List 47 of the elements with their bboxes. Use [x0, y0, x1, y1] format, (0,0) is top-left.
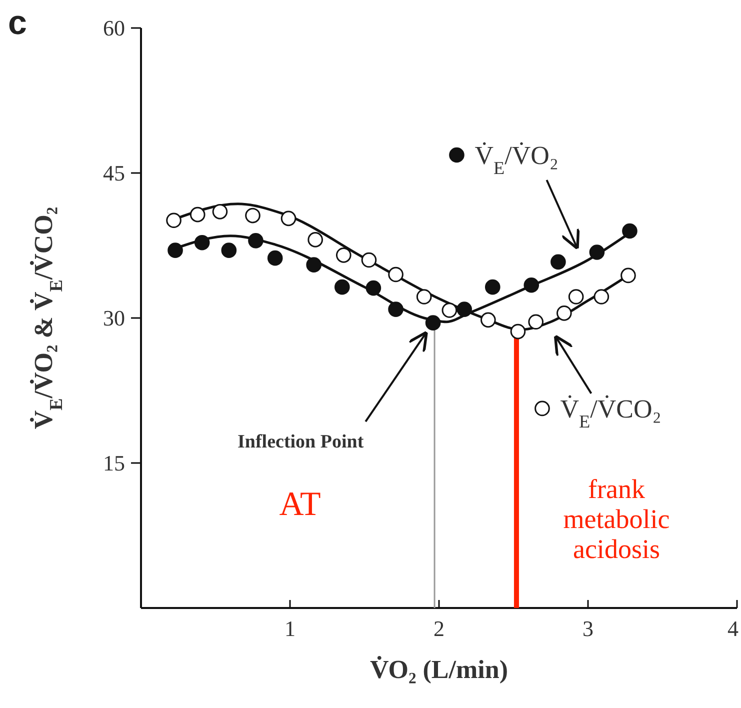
point — [267, 250, 283, 266]
point — [620, 268, 636, 284]
point — [245, 208, 260, 224]
y-tick-label: 15 — [103, 450, 125, 476]
point — [336, 248, 352, 263]
x-tick-label: 1 — [284, 616, 296, 641]
ref-line-label: frank metabolic acidosis — [563, 474, 670, 564]
point — [280, 210, 296, 226]
point — [556, 306, 572, 321]
x-tick-label: 3 — [582, 616, 594, 641]
y-tick-label: 30 — [103, 306, 125, 331]
y-tick-label: 60 — [103, 16, 125, 41]
point — [221, 242, 237, 258]
point — [622, 223, 638, 239]
annotation: Inflection Point — [238, 432, 364, 453]
point — [510, 324, 526, 340]
point — [166, 212, 182, 228]
point — [190, 206, 206, 222]
point — [334, 279, 350, 295]
point — [416, 289, 432, 304]
legend-label: V̇$_{E}$/V̇O₂ — [474, 141, 558, 178]
point — [484, 279, 500, 295]
point — [528, 314, 544, 330]
text: c — [8, 4, 27, 42]
point — [456, 302, 472, 317]
point — [361, 252, 377, 268]
point — [524, 277, 540, 293]
x-tick-label: 2 — [434, 616, 444, 641]
y-tick-label: 45 — [103, 160, 125, 186]
point — [568, 289, 584, 304]
point — [248, 233, 264, 248]
point — [425, 315, 441, 330]
annotation: AT — [279, 486, 322, 523]
point — [168, 242, 183, 258]
point — [388, 266, 404, 282]
point — [589, 244, 605, 260]
x-tick-label: 4 — [728, 616, 738, 641]
point — [366, 280, 382, 296]
point — [308, 232, 323, 248]
point — [550, 254, 566, 270]
legend-label: V̇$_{E}$/V̇CO₂ — [560, 394, 662, 432]
point — [306, 257, 322, 272]
x-axis-title: V̇O₂ (L/min) — [370, 654, 508, 684]
point — [194, 234, 210, 250]
point — [594, 289, 610, 304]
point — [480, 312, 496, 328]
point — [388, 302, 404, 317]
